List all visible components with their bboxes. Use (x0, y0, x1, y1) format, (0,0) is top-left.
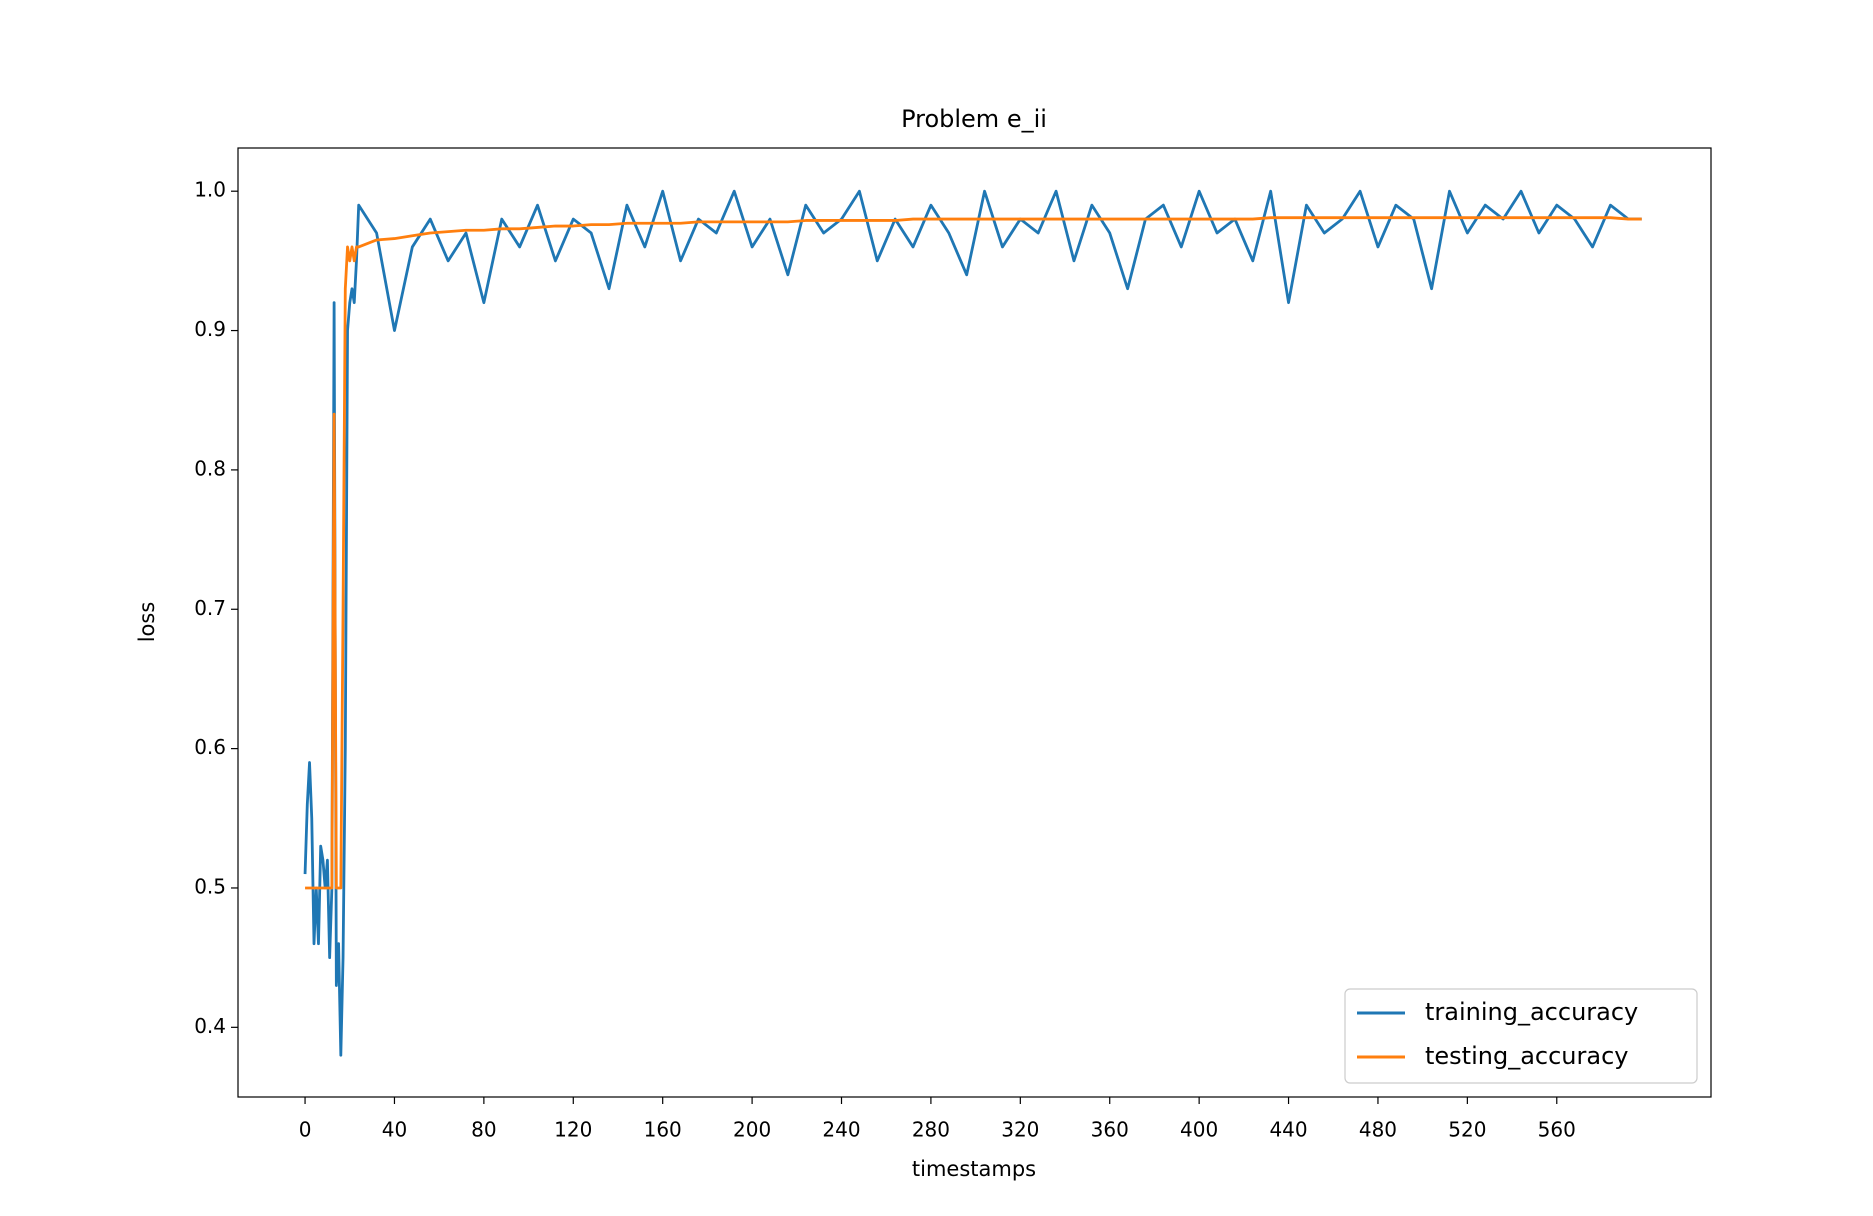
legend-box (1344, 988, 1698, 1084)
x-tick-label: 400 (1180, 1118, 1218, 1142)
y-tick-label: 0.5 (194, 874, 226, 898)
legend-label: testing_accuracy (1425, 1042, 1628, 1070)
x-axis-label: timestamps (912, 1157, 1036, 1181)
x-tick-label: 440 (1269, 1118, 1307, 1142)
y-axis-label: loss (135, 602, 159, 643)
x-tick-label: 80 (471, 1118, 496, 1142)
x-tick-label: 200 (733, 1118, 771, 1142)
y-tick-label: 0.7 (194, 596, 226, 620)
y-tick-label: 0.9 (194, 317, 226, 341)
x-tick-label: 520 (1448, 1118, 1486, 1142)
y-tick-label: 0.4 (194, 1014, 226, 1038)
x-tick-label: 320 (1001, 1118, 1039, 1142)
y-tick-label: 1.0 (194, 178, 226, 202)
x-tick-label: 40 (382, 1118, 407, 1142)
plot-frame (237, 147, 1712, 1098)
y-tick-label: 0.6 (194, 735, 226, 759)
data-line (303, 189, 1642, 1057)
x-tick-label: 0 (299, 1118, 312, 1142)
x-tick-label: 120 (554, 1118, 592, 1142)
y-tick-label: 0.8 (194, 456, 226, 480)
data-line (305, 216, 1642, 890)
chart-title: Problem e_ii (901, 105, 1047, 133)
x-tick-label: 360 (1091, 1118, 1129, 1142)
legend-label: training_accuracy (1425, 998, 1638, 1026)
x-tick-label: 240 (822, 1118, 860, 1142)
x-tick-label: 280 (912, 1118, 950, 1142)
x-tick-label: 160 (644, 1118, 682, 1142)
x-tick-label: 560 (1538, 1118, 1576, 1142)
x-tick-label: 480 (1359, 1118, 1397, 1142)
